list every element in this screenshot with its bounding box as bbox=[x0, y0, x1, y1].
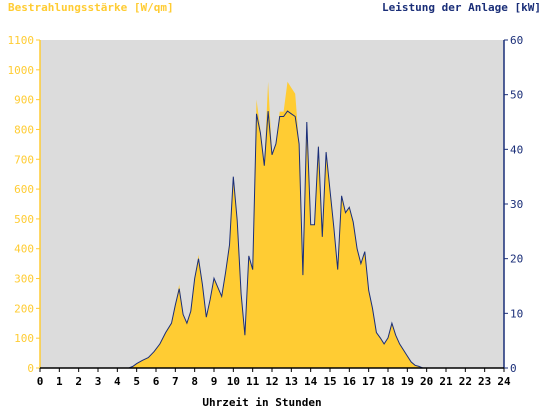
left-tick-label: 500 bbox=[14, 213, 34, 226]
right-axis-title: Leistung der Anlage [kW] bbox=[382, 1, 541, 14]
x-tick-label: 16 bbox=[343, 375, 357, 388]
x-axis-label: Uhrzeit in Stunden bbox=[202, 396, 321, 408]
left-tick-label: 400 bbox=[14, 243, 34, 256]
x-tick-label: 17 bbox=[362, 375, 375, 388]
left-tick-label: 300 bbox=[14, 273, 34, 286]
x-tick-label: 14 bbox=[304, 375, 318, 388]
x-tick-label: 19 bbox=[401, 375, 414, 388]
x-tick-label: 15 bbox=[323, 375, 336, 388]
x-tick-label: 8 bbox=[191, 375, 198, 388]
x-tick-label: 23 bbox=[478, 375, 491, 388]
left-tick-label: 1100 bbox=[8, 34, 35, 47]
x-tick-label: 24 bbox=[497, 375, 511, 388]
irradiance-area bbox=[40, 81, 504, 368]
x-tick-label: 9 bbox=[211, 375, 218, 388]
power-line bbox=[40, 110, 504, 369]
x-tick-label: 10 bbox=[227, 375, 240, 388]
right-tick-label: 20 bbox=[510, 253, 523, 266]
right-tick-label: 60 bbox=[510, 34, 523, 47]
left-tick-label: 100 bbox=[14, 332, 34, 345]
left-tick-label: 0 bbox=[27, 362, 34, 375]
x-tick-label: 5 bbox=[133, 375, 140, 388]
x-tick-label: 13 bbox=[285, 375, 298, 388]
power-series bbox=[40, 110, 504, 369]
x-tick-label: 3 bbox=[95, 375, 102, 388]
left-tick-label: 600 bbox=[14, 183, 34, 196]
left-axis-title: Bestrahlungsstärke [W/qm] bbox=[8, 1, 174, 14]
x-tick-label: 21 bbox=[439, 375, 453, 388]
x-tick-label: 20 bbox=[420, 375, 433, 388]
x-tick-label: 11 bbox=[246, 375, 260, 388]
left-tick-label: 800 bbox=[14, 123, 34, 136]
x-tick-label: 18 bbox=[381, 375, 394, 388]
right-tick-label: 50 bbox=[510, 89, 523, 102]
x-tick-label: 7 bbox=[172, 375, 179, 388]
left-tick-label: 700 bbox=[14, 153, 34, 166]
x-tick-label: 6 bbox=[153, 375, 160, 388]
left-tick-label: 1000 bbox=[8, 64, 35, 77]
right-tick-label: 10 bbox=[510, 307, 523, 320]
x-tick-label: 0 bbox=[37, 375, 44, 388]
x-tick-label: 22 bbox=[459, 375, 472, 388]
left-axis-ticks: 0 100 200 300 400 500 600 700 800 900 1000 1100 bbox=[8, 34, 40, 375]
x-tick-label: 1 bbox=[56, 375, 63, 388]
x-tick-label: 4 bbox=[114, 375, 121, 388]
x-axis-ticks: 0 1 2 3 4 5 6 7 8 9 10 11 12 13 14 15 16 17 18 19 20 21 22 23 24 bbox=[37, 368, 511, 388]
right-tick-label: 0 bbox=[510, 362, 517, 375]
x-tick-label: 12 bbox=[265, 375, 278, 388]
x-tick-label: 2 bbox=[75, 375, 82, 388]
irradiance-series bbox=[40, 81, 504, 368]
left-tick-label: 200 bbox=[14, 302, 34, 315]
right-tick-label: 40 bbox=[510, 143, 523, 156]
left-tick-label: 900 bbox=[14, 94, 34, 107]
right-tick-label: 30 bbox=[510, 198, 523, 211]
right-axis-ticks: 0 10 20 30 40 50 60 bbox=[504, 34, 523, 375]
